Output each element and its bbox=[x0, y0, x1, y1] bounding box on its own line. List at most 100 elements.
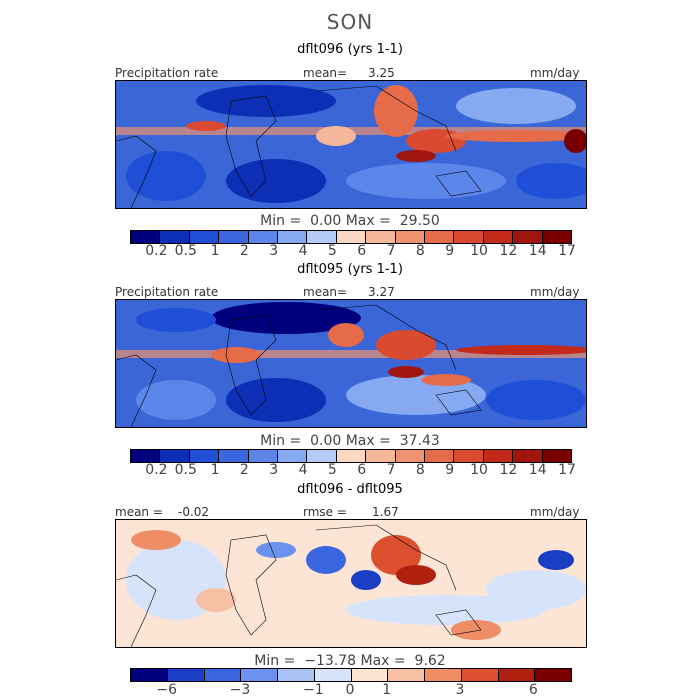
colorbar-tick-label: 6 bbox=[357, 462, 367, 478]
colorbar-tick-label: 5 bbox=[327, 462, 337, 478]
colorbar-swatch bbox=[307, 450, 337, 462]
colorbar-swatch bbox=[160, 450, 190, 462]
colorbar-tick-label: 14 bbox=[528, 243, 547, 259]
colorbar-swatch bbox=[366, 231, 396, 243]
colorbar-swatch bbox=[204, 669, 242, 681]
panel2-title: dflt095 (yrs 1-1) bbox=[297, 262, 403, 277]
colorbar-tick-label: 17 bbox=[558, 243, 576, 259]
colorbar-swatch bbox=[160, 231, 190, 243]
colorbar-tick-label: 0 bbox=[345, 682, 355, 698]
colorbar-tick-label: 6 bbox=[528, 682, 538, 698]
colorbar-tick-label: 0.5 bbox=[174, 243, 197, 259]
panel2-map bbox=[115, 299, 587, 428]
panel3-colorbar bbox=[130, 668, 572, 682]
colorbar-swatch bbox=[388, 669, 425, 681]
colorbar-tick-label: 3 bbox=[455, 682, 465, 698]
colorbar-tick-label: −1 bbox=[303, 682, 324, 698]
colorbar-swatch bbox=[366, 450, 396, 462]
colorbar-swatch bbox=[248, 450, 279, 462]
panel2-max-value: 37.43 bbox=[399, 433, 440, 449]
colorbar-swatch bbox=[131, 231, 161, 243]
panel3-mean-value: -0.02 bbox=[178, 505, 210, 519]
panel2-colorbar bbox=[130, 449, 572, 463]
panel3-min-value: −13.78 bbox=[304, 653, 357, 669]
panel1-title: dflt096 (yrs 1-1) bbox=[297, 42, 403, 57]
colorbar-tick-label: 1 bbox=[210, 243, 220, 259]
colorbar-swatch bbox=[131, 450, 161, 462]
colorbar-swatch bbox=[189, 450, 220, 462]
panel1-max-value: 29.50 bbox=[399, 213, 440, 229]
colorbar-tick-label: 14 bbox=[528, 462, 547, 478]
colorbar-tick-label: 0.2 bbox=[145, 243, 168, 259]
colorbar-swatch bbox=[483, 450, 514, 462]
colorbar-tick-label: 12 bbox=[499, 243, 518, 259]
colorbar-swatch bbox=[131, 669, 168, 681]
panel3-map bbox=[115, 519, 587, 648]
panel3-rmse-label: rmse = bbox=[303, 505, 347, 519]
colorbar-tick-label: 3 bbox=[269, 243, 279, 259]
colorbar-tick-label: −3 bbox=[229, 682, 251, 698]
colorbar-swatch bbox=[483, 231, 514, 243]
panel2-units: mm/day bbox=[530, 285, 580, 299]
panel2-mean-label: mean= bbox=[303, 285, 348, 299]
panel1-max-label: Max = bbox=[345, 213, 391, 229]
colorbar-swatch bbox=[498, 669, 536, 681]
panel3-max-value: 9.62 bbox=[414, 653, 446, 669]
colorbar-swatch bbox=[425, 231, 455, 243]
panel2-mean-value: 3.27 bbox=[368, 285, 395, 299]
colorbar-tick-label: 2 bbox=[239, 243, 249, 259]
panel1-min-value: 0.00 bbox=[310, 213, 342, 229]
panel2-min-label: Min = bbox=[260, 433, 302, 449]
panel1-min-label: Min = bbox=[260, 213, 302, 229]
colorbar-swatch bbox=[461, 669, 499, 681]
colorbar-tick-label: 1 bbox=[210, 462, 220, 478]
colorbar-tick-label: 7 bbox=[386, 462, 396, 478]
colorbar-swatch bbox=[542, 450, 572, 462]
colorbar-tick-label: 6 bbox=[357, 243, 367, 259]
colorbar-tick-label: 17 bbox=[558, 462, 576, 478]
colorbar-tick-label: 8 bbox=[415, 243, 425, 259]
season-title: SON bbox=[326, 10, 374, 34]
colorbar-swatch bbox=[167, 669, 205, 681]
colorbar-swatch bbox=[454, 450, 484, 462]
colorbar-tick-label: 3 bbox=[269, 462, 279, 478]
colorbar-tick-label: 8 bbox=[415, 462, 425, 478]
panel2-max-label: Max = bbox=[345, 433, 391, 449]
colorbar-swatch bbox=[425, 669, 462, 681]
colorbar-swatch bbox=[314, 669, 352, 681]
colorbar-swatch bbox=[542, 231, 572, 243]
panel3-max-label: Max = bbox=[360, 653, 406, 669]
colorbar-tick-label: 10 bbox=[470, 462, 488, 478]
panel1-map bbox=[115, 80, 587, 209]
panel1-mean-label: mean= bbox=[303, 66, 348, 80]
colorbar-swatch bbox=[351, 669, 389, 681]
colorbar-swatch bbox=[395, 231, 426, 243]
colorbar-swatch bbox=[189, 231, 220, 243]
colorbar-tick-label: 9 bbox=[445, 243, 455, 259]
colorbar-tick-label: 10 bbox=[470, 243, 488, 259]
panel2-min-value: 0.00 bbox=[310, 433, 342, 449]
panel1-colorbar-ticks: 0.2 0.5 1 2 3 4 5 6 7 8 9 10 12 14 17 bbox=[130, 243, 576, 259]
colorbar-tick-label: 1 bbox=[382, 682, 392, 698]
colorbar-tick-label: 4 bbox=[298, 462, 308, 478]
colorbar-tick-label: 5 bbox=[327, 243, 337, 259]
panel1-units: mm/day bbox=[530, 66, 580, 80]
panel3-units: mm/day bbox=[530, 505, 580, 519]
colorbar-swatch bbox=[336, 450, 367, 462]
panel3-minmax: Min = −13.78 Max = 9.62 bbox=[0, 653, 700, 669]
colorbar-swatch bbox=[278, 450, 308, 462]
colorbar-swatch bbox=[278, 669, 315, 681]
colorbar-swatch bbox=[395, 450, 426, 462]
panel3-colorbar-ticks: −6 −3 −1 0 1 3 6 bbox=[130, 682, 570, 698]
colorbar-swatch bbox=[513, 450, 543, 462]
colorbar-swatch bbox=[454, 231, 484, 243]
panel3-title: dflt096 - dflt095 bbox=[297, 482, 403, 497]
colorbar-tick-label: 7 bbox=[386, 243, 396, 259]
colorbar-tick-label: 12 bbox=[499, 462, 518, 478]
colorbar-swatch bbox=[219, 450, 249, 462]
colorbar-tick-label: −6 bbox=[156, 682, 177, 698]
panel3-mean-label: mean = bbox=[115, 505, 163, 519]
colorbar-tick-label: 0.5 bbox=[174, 462, 197, 478]
colorbar-tick-label: 2 bbox=[239, 462, 249, 478]
colorbar-swatch bbox=[336, 231, 367, 243]
